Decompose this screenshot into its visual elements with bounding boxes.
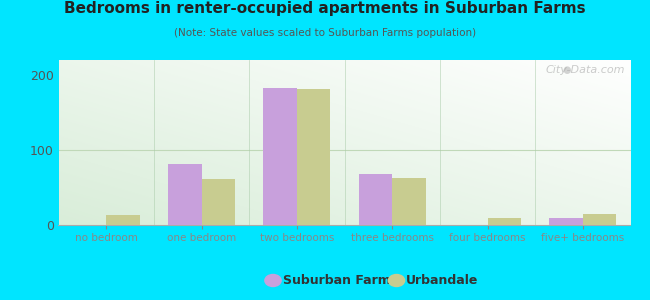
Bar — [583, 214, 616, 225]
Text: Suburban Farms: Suburban Farms — [283, 274, 398, 287]
Text: (Note: State values scaled to Suburban Farms population): (Note: State values scaled to Suburban F… — [174, 28, 476, 38]
Bar — [106, 215, 140, 225]
Text: City-Data.com: City-Data.com — [545, 65, 625, 75]
Bar — [168, 164, 202, 225]
Text: Bedrooms in renter-occupied apartments in Suburban Farms: Bedrooms in renter-occupied apartments i… — [64, 2, 586, 16]
Bar — [549, 218, 583, 225]
Bar — [488, 218, 521, 225]
Bar — [263, 88, 297, 225]
Bar — [359, 174, 392, 225]
Bar — [392, 178, 426, 225]
Bar — [202, 178, 235, 225]
Bar — [297, 88, 330, 225]
Text: ●: ● — [562, 65, 571, 75]
Text: Urbandale: Urbandale — [406, 274, 478, 287]
